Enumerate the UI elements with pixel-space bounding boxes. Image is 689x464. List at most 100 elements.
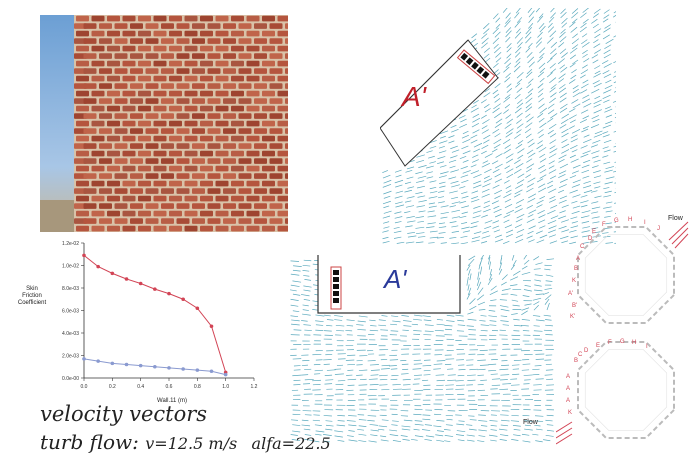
velocity-vector bbox=[512, 259, 517, 267]
velocity-vector bbox=[466, 276, 469, 286]
chart-axes: 0.0 0.2 0.4 0.6 0.8 1.0 1.20.0e-002.0e-034.0e-… bbox=[62, 241, 258, 390]
velocity-vector bbox=[394, 195, 403, 199]
velocity-vector bbox=[559, 124, 567, 129]
velocity-vector bbox=[506, 47, 512, 53]
velocity-vector bbox=[534, 424, 541, 427]
brick bbox=[215, 90, 229, 97]
velocity-vector bbox=[582, 235, 591, 238]
velocity-vector bbox=[513, 434, 521, 437]
velocity-vector bbox=[436, 430, 444, 432]
velocity-vector bbox=[522, 440, 531, 443]
velocity-vector bbox=[561, 143, 570, 149]
brick bbox=[277, 195, 288, 202]
brick bbox=[130, 38, 143, 44]
velocity-vector bbox=[346, 325, 354, 327]
velocity-vector bbox=[559, 31, 566, 38]
velocity-vector bbox=[545, 369, 554, 371]
velocity-vector bbox=[591, 88, 600, 94]
velocity-vector bbox=[547, 129, 554, 135]
velocity-vector bbox=[516, 28, 521, 34]
velocity-vector bbox=[472, 215, 481, 219]
velocity-vector bbox=[603, 27, 611, 33]
velocity-vector bbox=[527, 138, 534, 144]
velocity-vector bbox=[488, 369, 497, 372]
velocity-vector bbox=[487, 277, 493, 286]
velocity-vector bbox=[570, 26, 578, 33]
brick bbox=[99, 38, 112, 44]
velocity-vector bbox=[613, 231, 616, 233]
velocity-vector bbox=[489, 290, 498, 296]
velocity-vector bbox=[414, 423, 424, 426]
velocity-vector bbox=[535, 415, 544, 417]
velocity-vector bbox=[510, 284, 518, 287]
velocity-vector bbox=[604, 24, 611, 29]
brick bbox=[99, 128, 112, 134]
velocity-vector bbox=[572, 103, 581, 109]
velocity-vector bbox=[383, 221, 390, 224]
brick bbox=[215, 180, 229, 187]
brick bbox=[107, 165, 120, 172]
velocity-vector bbox=[526, 83, 532, 89]
velocity-vector bbox=[383, 226, 390, 229]
flow-label-bottom: Flow bbox=[523, 419, 538, 426]
velocity-vector bbox=[549, 196, 556, 200]
plan-label: F bbox=[602, 222, 606, 228]
velocity-vector bbox=[550, 205, 558, 209]
velocity-vector bbox=[536, 230, 543, 234]
brick bbox=[254, 128, 267, 134]
velocity-vector bbox=[494, 83, 501, 89]
velocity-vector bbox=[537, 71, 545, 78]
brick bbox=[169, 225, 182, 232]
velocity-vector bbox=[416, 232, 425, 235]
brick bbox=[138, 60, 151, 67]
velocity-vector bbox=[491, 148, 498, 153]
velocity-vector bbox=[604, 44, 612, 49]
velocity-vector bbox=[533, 325, 540, 327]
velocity-vector bbox=[302, 270, 310, 272]
velocity-vector bbox=[490, 425, 497, 427]
velocity-vector bbox=[614, 192, 616, 194]
velocity-vector bbox=[480, 241, 488, 244]
brick bbox=[277, 150, 288, 157]
data-point bbox=[82, 357, 86, 361]
brick bbox=[176, 188, 190, 194]
velocity-vector bbox=[528, 142, 535, 148]
velocity-vector bbox=[413, 318, 422, 321]
velocity-vector bbox=[391, 315, 399, 318]
velocity-vector bbox=[494, 238, 503, 243]
velocity-vector bbox=[481, 125, 488, 130]
velocity-vector bbox=[514, 61, 521, 68]
velocity-vector bbox=[499, 305, 509, 308]
velocity-vector bbox=[370, 325, 377, 327]
velocity-vector bbox=[543, 314, 551, 317]
brick bbox=[122, 120, 136, 127]
velocity-vector bbox=[313, 440, 320, 443]
brick bbox=[130, 23, 143, 29]
brick bbox=[277, 135, 288, 142]
velocity-vector bbox=[512, 270, 521, 276]
brick bbox=[153, 150, 167, 157]
brick bbox=[285, 128, 288, 134]
velocity-vector bbox=[602, 146, 609, 149]
velocity-vector bbox=[502, 324, 510, 326]
velocity-vector bbox=[512, 424, 521, 427]
brick bbox=[153, 120, 167, 127]
velocity-vector bbox=[580, 74, 586, 79]
velocity-vector bbox=[417, 195, 426, 198]
brick bbox=[138, 180, 151, 187]
velocity-vector bbox=[528, 78, 534, 84]
velocity-vector bbox=[415, 226, 425, 229]
velocity-vector bbox=[515, 143, 523, 149]
velocity-vector bbox=[569, 125, 575, 129]
velocity-vector bbox=[583, 134, 590, 138]
velocity-vector bbox=[527, 56, 535, 64]
velocity-vector bbox=[438, 201, 445, 204]
brick bbox=[207, 203, 221, 209]
velocity-vector bbox=[581, 230, 590, 233]
brick bbox=[246, 165, 260, 172]
brick bbox=[130, 218, 143, 224]
velocity-vector bbox=[477, 368, 486, 371]
velocity-vector bbox=[601, 60, 609, 65]
velocity-vector bbox=[451, 149, 460, 153]
brick bbox=[76, 225, 89, 232]
